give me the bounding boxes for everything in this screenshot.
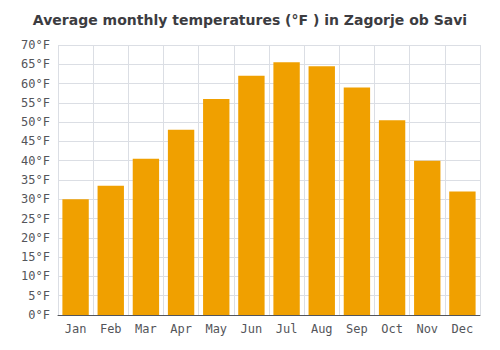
svg-text:Sep: Sep — [346, 322, 368, 336]
svg-text:Mar: Mar — [135, 322, 157, 336]
svg-text:65°F: 65°F — [21, 57, 50, 71]
svg-text:35°F: 35°F — [21, 173, 50, 187]
svg-text:May: May — [205, 322, 227, 336]
svg-text:30°F: 30°F — [21, 192, 50, 206]
svg-text:Average monthly temperatures (: Average monthly temperatures (°F ) in Za… — [33, 12, 467, 28]
svg-text:Jul: Jul — [276, 322, 298, 336]
svg-text:20°F: 20°F — [21, 231, 50, 245]
svg-text:Nov: Nov — [416, 322, 438, 336]
svg-text:60°F: 60°F — [21, 77, 50, 91]
svg-text:Aug: Aug — [311, 322, 333, 336]
svg-text:Jun: Jun — [241, 322, 263, 336]
svg-text:10°F: 10°F — [21, 269, 50, 283]
svg-text:Feb: Feb — [100, 322, 122, 336]
svg-text:Dec: Dec — [452, 322, 474, 336]
svg-text:0°F: 0°F — [28, 308, 50, 322]
svg-text:25°F: 25°F — [21, 212, 50, 226]
svg-text:5°F: 5°F — [28, 289, 50, 303]
svg-text:Apr: Apr — [170, 322, 192, 336]
svg-text:70°F: 70°F — [21, 38, 50, 52]
svg-text:Jan: Jan — [65, 322, 87, 336]
svg-text:Oct: Oct — [381, 322, 403, 336]
svg-text:55°F: 55°F — [21, 96, 50, 110]
svg-text:50°F: 50°F — [21, 115, 50, 129]
svg-text:40°F: 40°F — [21, 154, 50, 168]
svg-text:45°F: 45°F — [21, 134, 50, 148]
svg-text:15°F: 15°F — [21, 250, 50, 264]
